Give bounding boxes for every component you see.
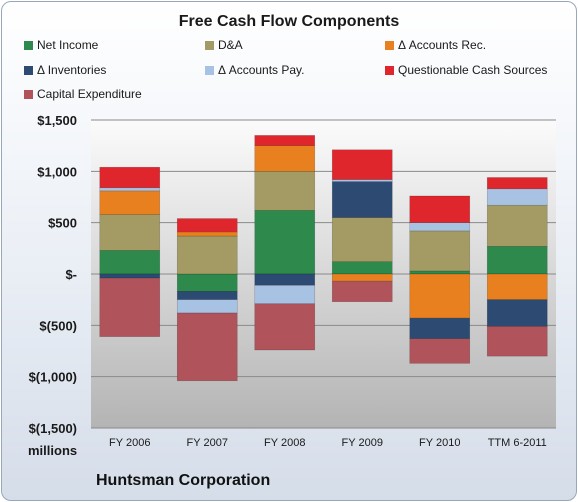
bar-segment [176,273,238,292]
bar-segment [176,312,238,382]
legend-label: Δ Accounts Pay. [218,63,305,77]
bar-segment [99,273,161,279]
bar-segment [254,273,316,286]
bar-segment [409,317,471,339]
x-tick-label: FY 2007 [187,437,228,449]
y-tick-label: $(1,000) [29,370,77,385]
legend-swatch [24,41,33,50]
bar-segment [409,222,471,232]
x-tick-label: FY 2006 [109,437,150,449]
legend-label: Questionable Cash Sources [398,63,548,77]
bar-segment [486,188,548,206]
legend-item-inventories: Δ Inventories [24,63,106,77]
bar-segment [99,166,161,189]
legend-item-net-income: Net Income [24,38,98,52]
bar-segment [409,195,471,223]
bar-segment [409,338,471,364]
bar-segment [486,177,548,190]
y-tick-label: $1,000 [37,164,77,179]
bar-segment [99,187,161,192]
legend-swatch [24,66,33,75]
bar-segment [176,291,238,300]
company-caption: Huntsman Corporation [96,472,271,489]
bar-segment [99,214,161,251]
bar-segment [331,280,393,303]
legend-item-da: D&A [205,38,243,52]
bar-segment [331,181,393,218]
legend-label: Δ Accounts Rec. [398,38,487,52]
bar-segment [486,245,548,275]
bar-segment [254,171,316,211]
legend-item-accounts-rec: Δ Accounts Rec. [385,38,486,52]
bar-segment [331,179,393,182]
bar-segment [176,235,238,275]
x-tick-label: FY 2008 [264,437,305,449]
bar-segment [486,299,548,327]
legend-label: D&A [218,38,243,52]
x-tick-label: FY 2010 [419,437,460,449]
legend-swatch [385,66,394,75]
bar-segment [331,273,393,282]
legend-swatch [385,41,394,50]
x-tick-label: TTM 6-2011 [488,437,547,449]
bar-segment [409,230,471,272]
y-tick-label: $- [65,267,77,282]
bar-segment [99,277,161,337]
legend-item-capital-expenditure: Capital Expenditure [24,87,142,101]
bar-segment [176,218,238,233]
bar-segment [254,145,316,172]
legend-label: Net Income [37,38,99,52]
y-tick-label: $(500) [39,318,77,333]
bar-segment [331,217,393,262]
y-tick-label: $(1,500) [29,421,77,436]
legend-swatch [205,41,214,50]
legend-label: Capital Expenditure [37,87,142,101]
y-axis-unit-label: millions [28,443,78,458]
bar-segment [99,190,161,215]
bar-segment [99,250,161,275]
legend-item-questionable-cash: Questionable Cash Sources [385,63,547,77]
legend-swatch [205,66,214,75]
bar-segment [254,210,316,275]
bar-segment [409,273,471,319]
y-tick-label: $1,500 [37,113,77,128]
chart-title: Free Cash Flow Components [178,13,400,30]
bar-segment [176,299,238,314]
bar-segment [486,326,548,357]
bar-segment [254,303,316,351]
x-tick-label: FY 2009 [342,437,383,449]
bar-segment [254,284,316,305]
legend-item-accounts-pay: Δ Accounts Pay. [205,63,305,77]
bar-segment [176,231,238,237]
bar-segment [409,270,471,275]
legend-label: Δ Inventories [37,63,107,77]
bar-segment [254,135,316,146]
y-tick-label: $500 [48,216,77,231]
legend-swatch [24,90,33,99]
bar-segment [486,204,548,247]
bar-segment [331,149,393,180]
bar-segment [486,273,548,300]
bar-segment [331,261,393,275]
